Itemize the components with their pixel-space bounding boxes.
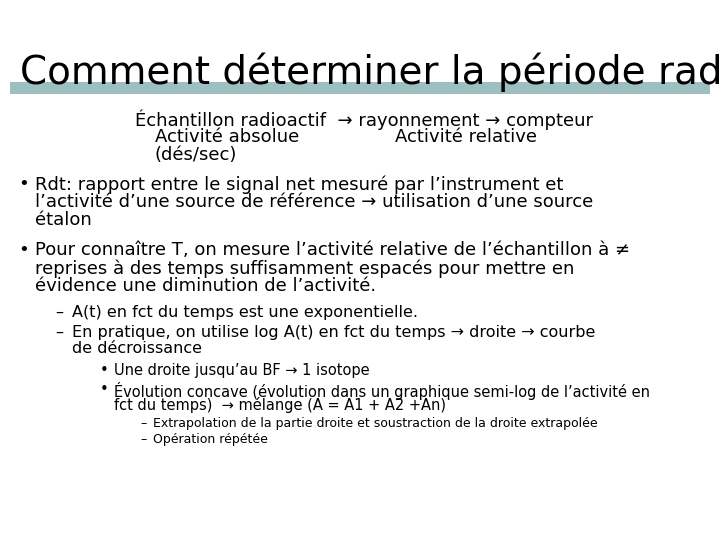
- Text: •: •: [18, 175, 29, 193]
- Text: –: –: [55, 305, 63, 320]
- Text: –: –: [140, 417, 146, 430]
- Text: Activité absolue: Activité absolue: [155, 128, 300, 146]
- Text: Activité relative: Activité relative: [395, 128, 537, 146]
- Text: •: •: [100, 382, 109, 397]
- Text: A(t) en fct du temps est une exponentielle.: A(t) en fct du temps est une exponentiel…: [72, 305, 418, 320]
- Text: l’activité d’une source de référence → utilisation d’une source: l’activité d’une source de référence → u…: [35, 193, 593, 211]
- Text: Évolution concave (évolution dans un graphique semi-log de l’activité en: Évolution concave (évolution dans un gra…: [114, 382, 650, 400]
- Text: reprises à des temps suffisamment espacés pour mettre en: reprises à des temps suffisamment espacé…: [35, 259, 575, 278]
- Text: de décroissance: de décroissance: [72, 341, 202, 356]
- Text: Comment déterminer la période radioactive ?: Comment déterminer la période radioactiv…: [20, 52, 720, 91]
- Text: Une droite jusqu’au BF → 1 isotope: Une droite jusqu’au BF → 1 isotope: [114, 363, 369, 378]
- Text: (dés/sec): (dés/sec): [155, 146, 238, 164]
- Text: –: –: [55, 325, 63, 340]
- Text: Pour connaître T, on mesure l’activité relative de l’échantillon à ≠: Pour connaître T, on mesure l’activité r…: [35, 241, 630, 259]
- Text: •: •: [18, 241, 29, 259]
- Text: Extrapolation de la partie droite et soustraction de la droite extrapolée: Extrapolation de la partie droite et sou…: [153, 417, 598, 430]
- Text: En pratique, on utilise log A(t) en fct du temps → droite → courbe: En pratique, on utilise log A(t) en fct …: [72, 325, 595, 340]
- Text: évidence une diminution de l’activité.: évidence une diminution de l’activité.: [35, 277, 376, 295]
- Text: Échantillon radioactif  → rayonnement → compteur: Échantillon radioactif → rayonnement → c…: [135, 110, 593, 131]
- Text: fct du temps)  → mélange (A = A1 + A2 +An): fct du temps) → mélange (A = A1 + A2 +An…: [114, 397, 446, 413]
- Text: Opération répétée: Opération répétée: [153, 433, 268, 446]
- FancyBboxPatch shape: [10, 82, 710, 94]
- Text: •: •: [100, 363, 109, 378]
- Text: –: –: [140, 433, 146, 446]
- Text: étalon: étalon: [35, 211, 91, 229]
- Text: Rdt: rapport entre le signal net mesuré par l’instrument et: Rdt: rapport entre le signal net mesuré …: [35, 175, 563, 193]
